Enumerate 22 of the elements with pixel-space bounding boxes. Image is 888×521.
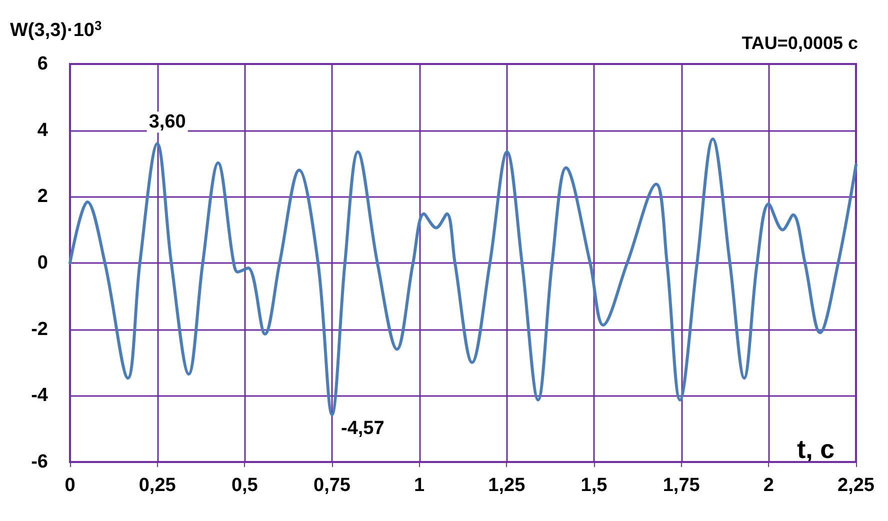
- y-tick-label: -6: [31, 452, 48, 472]
- annotation: -4,57: [341, 418, 384, 440]
- line-series: [68, 137, 858, 416]
- y-tick-label: 6: [37, 54, 48, 74]
- x-axis-title: t, c: [797, 434, 835, 464]
- annotation: 3,60: [148, 112, 186, 133]
- y-tick-label: 4: [37, 120, 48, 141]
- x-tick-label: 0,75: [314, 475, 351, 496]
- x-tick-label: 0,25: [138, 475, 176, 496]
- y-tick-label: 2: [37, 186, 48, 208]
- x-tick-label: 1,5: [580, 475, 608, 496]
- x-tick-label: 2: [763, 475, 774, 496]
- text: TAU=0,0005 c: [742, 33, 858, 53]
- y-tick-label: -2: [31, 318, 48, 340]
- x-tick-label: 2,25: [838, 475, 875, 496]
- x-tick-label: 1: [414, 475, 426, 496]
- y-tick-label: 0: [37, 252, 48, 274]
- x-tick-label: 1,25: [488, 475, 526, 496]
- x-tick-label: 0,5: [231, 475, 258, 496]
- y-tick-label: -4: [31, 385, 48, 406]
- x-tick-label: 0: [64, 475, 76, 496]
- x-tick-label: 1,75: [662, 475, 700, 496]
